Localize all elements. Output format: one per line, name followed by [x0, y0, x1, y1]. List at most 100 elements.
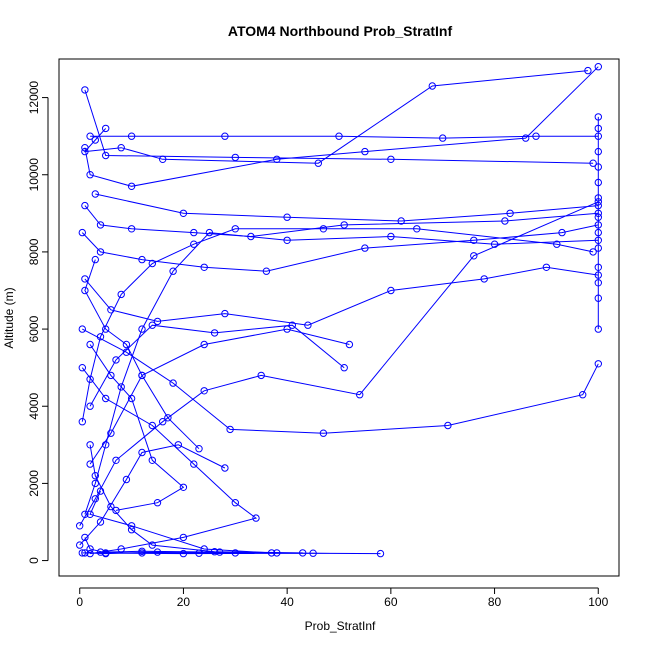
data-point [594, 263, 602, 271]
data-point [594, 178, 602, 187]
series-line-segment [89, 344, 185, 511]
x-tick-label: 20 [177, 595, 191, 609]
chart-title: ATOM4 Northbound Prob_StratInf [228, 23, 453, 39]
data-point [127, 394, 136, 403]
data-point [594, 194, 602, 202]
data-point [584, 66, 592, 75]
data-point [102, 151, 110, 160]
data-point [169, 379, 177, 387]
series-line-segment [90, 135, 599, 139]
data-point [216, 548, 224, 556]
data-point [91, 255, 100, 264]
data-point [159, 418, 167, 426]
series-line-segment [84, 259, 200, 450]
data-point [174, 441, 183, 449]
x-tick-label: 80 [488, 595, 502, 609]
data-point [81, 147, 89, 156]
data-point [200, 340, 208, 349]
data-point [117, 290, 125, 299]
data-point [190, 228, 198, 237]
data-point [594, 113, 602, 121]
y-tick-label: 2000 [27, 470, 41, 497]
data-point [81, 549, 89, 557]
data-point [589, 248, 597, 256]
data-point [231, 499, 240, 507]
data-point [490, 240, 499, 248]
data-point [148, 541, 157, 549]
data-point [273, 549, 281, 557]
x-tick-label: 40 [280, 595, 294, 609]
data-point [288, 321, 296, 329]
y-tick-label: 0 [27, 557, 41, 564]
data-point [86, 171, 94, 179]
data-point [138, 325, 146, 333]
data-point [96, 248, 105, 256]
series-line-segment [89, 490, 272, 554]
data-point [112, 356, 120, 364]
data-point [127, 132, 136, 140]
data-point [314, 159, 322, 167]
data-point [117, 383, 125, 391]
x-tick-label: 0 [76, 595, 83, 609]
x-axis-label: Prob_StratInf [305, 619, 376, 633]
plot-area-frame [58, 58, 620, 577]
data-point [122, 348, 131, 356]
data-point [221, 309, 229, 318]
x-tick-label: 100 [588, 595, 608, 609]
data-point [356, 391, 364, 399]
x-axis: 0 20 40 60 80 100 [76, 587, 609, 609]
y-axis-label: Altitude (m) [2, 287, 16, 348]
data-point [579, 391, 587, 399]
data-point [428, 82, 436, 90]
y-axis: 0 2000 4000 6000 8000 10000 12000 [27, 81, 49, 564]
data-point [413, 225, 421, 233]
data-point [148, 321, 157, 329]
data-point [179, 483, 188, 491]
data-point [387, 286, 395, 295]
data-point [107, 429, 115, 437]
data-point [138, 448, 146, 457]
data-point [122, 475, 131, 484]
data-point [91, 495, 100, 503]
data-point [78, 364, 87, 372]
data-point [179, 209, 188, 218]
series-line-segment [84, 66, 599, 187]
y-tick-label: 8000 [27, 238, 41, 265]
data-point [153, 499, 162, 507]
series-line-segment [89, 324, 345, 407]
series-line-segment [81, 224, 599, 272]
data-point [190, 460, 198, 468]
data-point [81, 201, 89, 210]
data-point [247, 232, 255, 241]
series-line-segment [83, 70, 588, 164]
data-point [107, 371, 115, 380]
data-point [226, 425, 234, 434]
data-point [397, 217, 405, 225]
data-point [594, 124, 602, 133]
series-line-segment [79, 201, 599, 527]
data-point [91, 136, 100, 144]
data-point [501, 217, 509, 225]
data-point [148, 456, 157, 464]
data-point [594, 244, 602, 252]
data-point [376, 549, 385, 558]
data-point [387, 155, 395, 164]
data-point [387, 232, 395, 241]
data-point [81, 286, 89, 295]
data-point [553, 240, 561, 248]
data-point [319, 429, 328, 437]
data-point [78, 418, 87, 426]
data-point [122, 340, 131, 349]
data-point [96, 548, 105, 556]
series-line-segment [82, 328, 599, 434]
data-point [345, 340, 354, 349]
series-line-segment [89, 328, 350, 465]
data-point [231, 153, 240, 162]
data-point [304, 321, 312, 329]
data-point [558, 228, 566, 237]
data-point [117, 144, 125, 152]
data-point [221, 464, 229, 472]
data-point [319, 225, 328, 233]
data-point [190, 240, 198, 248]
data-point [594, 228, 602, 237]
